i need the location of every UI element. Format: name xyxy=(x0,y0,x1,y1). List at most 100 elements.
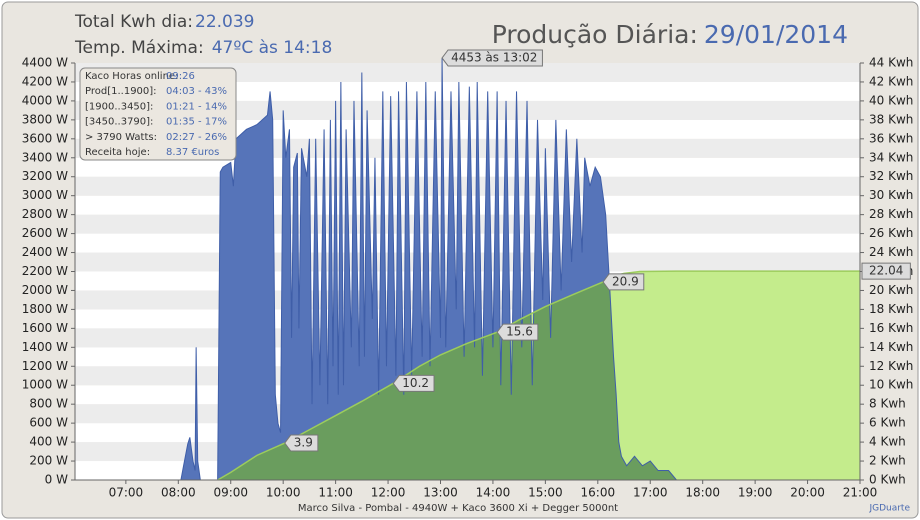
max-label: 4453 às 13:02 xyxy=(451,50,537,64)
x-tick-label: 18:00 xyxy=(685,486,720,500)
x-tick-label: 09:00 xyxy=(213,486,248,500)
y2-tick-label: 44 Kwh xyxy=(869,56,913,70)
energy-last-label: 22.04 xyxy=(869,264,903,278)
x-tick-label: 13:00 xyxy=(423,486,458,500)
credit: JGDuarte xyxy=(868,504,910,514)
y-tick-label: 0 W xyxy=(45,473,68,487)
title-date: 29/01/2014 xyxy=(704,20,848,49)
y-tick-label: 2600 W xyxy=(22,226,68,240)
y-tick-label: 3000 W xyxy=(22,188,68,202)
y2-tick-label: 24 Kwh xyxy=(869,245,913,259)
energy-point-label-box xyxy=(496,323,539,341)
energy-point-label-box xyxy=(602,273,645,291)
x-tick-label: 10:00 xyxy=(266,486,301,500)
y-tick-label: 2400 W xyxy=(22,245,68,259)
x-tick-label: 16:00 xyxy=(581,486,616,500)
info-label: Prod[1..1900]: xyxy=(85,86,157,97)
y2-tick-label: 38 Kwh xyxy=(869,112,913,126)
info-value: 01:35 - 17% xyxy=(166,117,227,128)
temp-value: 47ºC às 14:18 xyxy=(212,38,333,58)
info-value: 01:21 - 14% xyxy=(166,101,227,112)
y2-tick-label: 26 Kwh xyxy=(869,226,913,240)
energy-point-label-group: 20.9 xyxy=(602,273,645,291)
y-tick-label: 400 W xyxy=(29,435,68,449)
x-tick-label: 19:00 xyxy=(738,486,773,500)
energy-last-label-group: 22.04 xyxy=(861,262,911,280)
y-tick-label: 600 W xyxy=(29,416,68,430)
y2-tick-label: 12 Kwh xyxy=(869,359,913,373)
y2-tick-label: 14 Kwh xyxy=(869,340,913,354)
info-value: 02:27 - 26% xyxy=(166,132,227,143)
y-tick-label: 3400 W xyxy=(22,150,68,164)
total-label-text: Total Kwh dia: xyxy=(74,12,193,32)
x-tick-label: 14:00 xyxy=(476,486,511,500)
plot-layer xyxy=(75,57,861,481)
y-tick-label: 2800 W xyxy=(22,207,68,221)
footer: Marco Silva - Pombal - 4940W + Kaco 3600… xyxy=(298,503,618,514)
info-label: > 3790 Watts: xyxy=(85,132,157,143)
y-tick-label: 4000 W xyxy=(22,93,68,107)
y2-tick-label: 32 Kwh xyxy=(869,169,913,183)
y-tick-label: 4400 W xyxy=(22,56,68,70)
y2-tick-label: 16 Kwh xyxy=(869,321,913,335)
energy-point-label-box xyxy=(284,434,319,452)
y2-tick-label: 18 Kwh xyxy=(869,302,913,316)
x-tick-label: 11:00 xyxy=(318,486,353,500)
info-label: [1900..3450]: xyxy=(85,101,153,112)
info-value: 04:03 - 43% xyxy=(166,86,227,97)
y2-tick-label: 36 Kwh xyxy=(869,131,913,145)
total-value: 22.039 xyxy=(195,12,254,32)
y2-tick-label: 42 Kwh xyxy=(869,74,913,88)
chart-title: Produção Diária: 29/01/2014 xyxy=(492,20,848,49)
x-tick-label: 07:00 xyxy=(109,486,144,500)
y-tick-label: 1400 W xyxy=(22,340,68,354)
info-box-bg xyxy=(79,67,237,161)
x-tick-label: 20:00 xyxy=(790,486,825,500)
energy-point-label: 15.6 xyxy=(506,325,533,339)
temp-label-text: Temp. Máxima: xyxy=(74,38,204,58)
info-label: Receita hoje: xyxy=(85,147,150,158)
y-tick-label: 1000 W xyxy=(22,378,68,392)
stripe xyxy=(75,63,860,82)
energy-point-label-group: 3.9 xyxy=(284,434,319,452)
stripe xyxy=(75,81,860,101)
max-label-box xyxy=(441,49,543,67)
info-label: Kaco Horas online: xyxy=(85,71,178,82)
y-tick-label: 4200 W xyxy=(22,74,68,88)
y2-tick-label: 4 Kwh xyxy=(869,435,906,449)
y2-tick-label: 30 Kwh xyxy=(869,188,913,202)
info-box: Kaco Horas online:09:26 Prod[1..1900]: 04:… xyxy=(79,67,237,161)
y-tick-label: 3200 W xyxy=(22,169,68,183)
title-label: Produção Diária: xyxy=(492,20,698,49)
x-tick-label: 17:00 xyxy=(633,486,668,500)
y-tick-label: 2200 W xyxy=(22,264,68,278)
energy-point-label-box xyxy=(392,374,435,392)
info-value: 09:26 xyxy=(166,71,195,82)
y2-tick-label: 20 Kwh xyxy=(869,283,913,297)
temp-label: Temp. Máxima: 47ºC às 14:18 xyxy=(74,38,332,58)
power-line xyxy=(167,57,860,481)
energy-point-label: 3.9 xyxy=(294,436,313,450)
y-tick-label: 1800 W xyxy=(22,302,68,316)
y2-tick-label: 10 Kwh xyxy=(869,378,913,392)
y-tick-label: 200 W xyxy=(29,454,68,468)
x-tick-label: 15:00 xyxy=(528,486,563,500)
x-tick-label: 21:00 xyxy=(843,486,878,500)
y2-tick-label: 0 Kwh xyxy=(869,473,906,487)
y2-tick-label: 6 Kwh xyxy=(869,416,906,430)
y-tick-label: 1600 W xyxy=(22,321,68,335)
y2-tick-label: 8 Kwh xyxy=(869,397,906,411)
y2-tick-label: 34 Kwh xyxy=(869,150,913,164)
y2-tick-label: 2 Kwh xyxy=(869,454,906,468)
energy-last-label-box xyxy=(861,262,911,280)
x-tick-label: 08:00 xyxy=(161,486,196,500)
y-tick-label: 2000 W xyxy=(22,283,68,297)
y-tick-label: 3800 W xyxy=(22,112,68,126)
y-tick-label: 1200 W xyxy=(22,359,68,373)
info-label: [3450..3790]: xyxy=(85,117,153,128)
y-tick-label: 3600 W xyxy=(22,131,68,145)
max-label-group: 4453 às 13:02 xyxy=(441,49,543,67)
y2-tick-label: 28 Kwh xyxy=(869,207,913,221)
